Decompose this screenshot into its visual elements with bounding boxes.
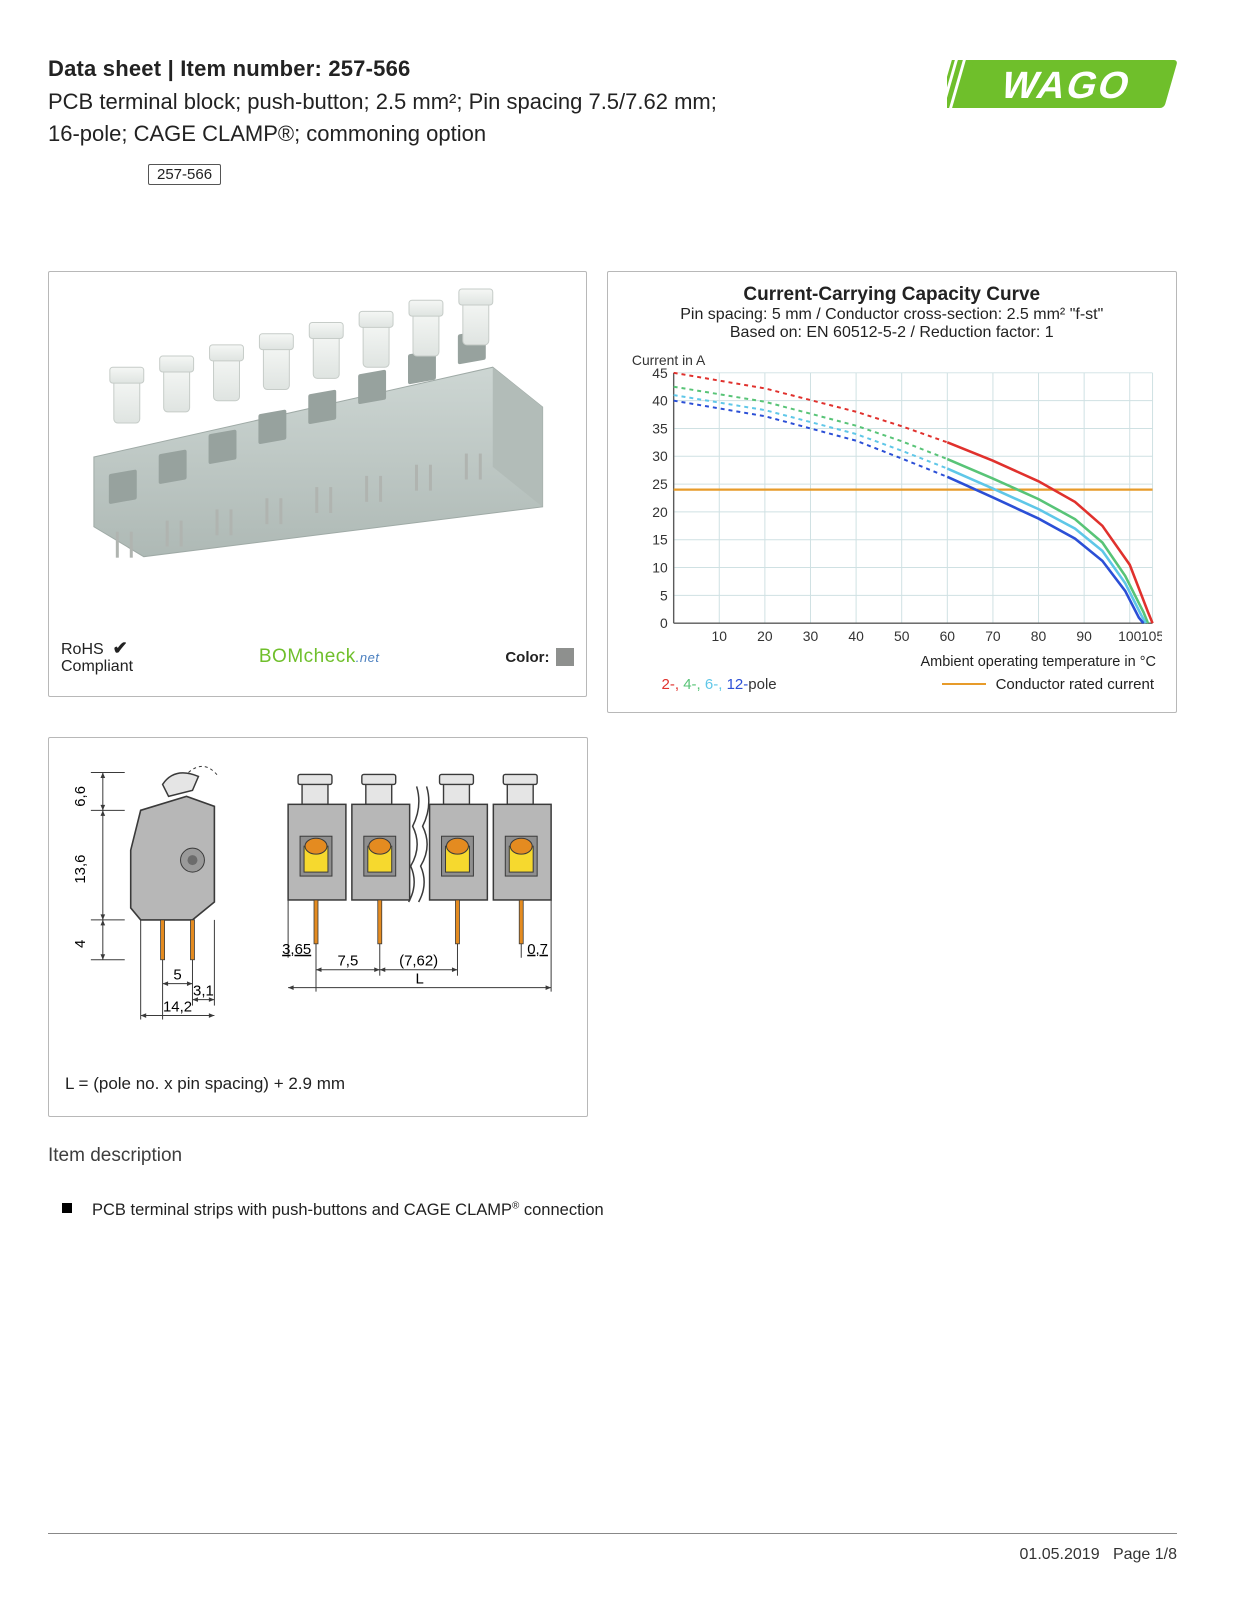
svg-text:7,5: 7,5: [338, 953, 359, 970]
page-footer: 01.05.2019 Page 1/8: [1020, 1546, 1177, 1564]
svg-text:40: 40: [848, 628, 864, 644]
svg-text:25: 25: [652, 476, 668, 492]
svg-text:40: 40: [652, 392, 668, 408]
svg-text:20: 20: [757, 628, 773, 644]
svg-text:90: 90: [1076, 628, 1092, 644]
svg-text:60: 60: [939, 628, 955, 644]
svg-text:10: 10: [652, 559, 668, 575]
chart-subtitle-1: Pin spacing: 5 mm / Conductor cross-sect…: [622, 306, 1162, 324]
legend-pole-label: 6-,: [705, 676, 727, 693]
chart-subtitle-2: Based on: EN 60512-5-2 / Reduction facto…: [622, 324, 1162, 342]
page-subtitle: PCB terminal block; push-button; 2.5 mm²…: [48, 86, 748, 150]
capacity-chart: Current in A 0 5 10 15 20 25 30 35 40 45 10 20 30 40 50…: [622, 348, 1162, 648]
legend-line-icon: [942, 683, 986, 685]
product-image-card: {"n":8} RoHS ✔ Compliant BOMcheck.net Co…: [48, 271, 587, 697]
chart-x-label: Ambient operating temperature in °C: [622, 654, 1156, 670]
description-heading: Item description: [48, 1145, 1177, 1167]
svg-text:105: 105: [1140, 628, 1162, 644]
check-icon: ✔: [113, 638, 128, 658]
svg-text:35: 35: [652, 420, 668, 436]
item-description: Item description PCB terminal strips wit…: [48, 1145, 1177, 1226]
svg-text:100: 100: [1118, 628, 1141, 644]
product-image: {"n":8}: [54, 277, 581, 605]
svg-text:3,1: 3,1: [193, 982, 214, 999]
svg-text:L: L: [415, 970, 423, 987]
svg-text:3,65: 3,65: [282, 941, 311, 958]
svg-text:4: 4: [72, 939, 89, 947]
capacity-chart-card: Current-Carrying Capacity Curve Pin spac…: [607, 271, 1177, 713]
dimensions-card: 6,6 13,6 4 5 3,114,2 3,65 7,5 (7,62) 0,7 L L = (p…: [48, 737, 588, 1117]
svg-text:5: 5: [659, 587, 667, 603]
dimensions-formula: L = (pole no. x pin spacing) + 2.9 mm: [65, 1074, 345, 1094]
svg-text:70: 70: [985, 628, 1001, 644]
chart-legend: 2-, 4-, 6-, 12-pole Conductor rated curr…: [622, 670, 1162, 693]
chart-title: Current-Carrying Capacity Curve: [622, 284, 1162, 306]
svg-text:14,2: 14,2: [163, 998, 192, 1015]
svg-text:30: 30: [652, 448, 668, 464]
svg-text:Current in A: Current in A: [631, 352, 705, 368]
svg-text:15: 15: [652, 531, 668, 547]
svg-text:0: 0: [659, 615, 667, 631]
legend-pole-label: 2-,: [662, 676, 684, 693]
svg-text:20: 20: [652, 504, 668, 520]
color-indicator: Color:: [505, 648, 573, 666]
svg-text:13,6: 13,6: [72, 854, 89, 883]
svg-text:WAGO: WAGO: [996, 65, 1136, 107]
legend-pole-label: 12-: [727, 676, 749, 693]
header: Data sheet | Item number: 257-566 PCB te…: [48, 56, 1177, 185]
bomcheck-logo: BOMcheck.net: [259, 646, 380, 668]
svg-text:(7,62): (7,62): [399, 953, 438, 970]
wago-logo: WAGO: [947, 56, 1177, 185]
description-item: PCB terminal strips with push-buttons an…: [48, 1195, 608, 1226]
item-number-badge: 257-566: [148, 164, 221, 185]
svg-text:0,7: 0,7: [527, 941, 548, 958]
page-title: Data sheet | Item number: 257-566: [48, 56, 919, 82]
svg-text:30: 30: [802, 628, 818, 644]
color-swatch: [556, 648, 574, 666]
svg-text:6,6: 6,6: [72, 786, 89, 807]
footer-rule: [48, 1533, 1177, 1534]
svg-text:50: 50: [893, 628, 909, 644]
bullet-icon: [62, 1203, 72, 1213]
svg-text:10: 10: [711, 628, 727, 644]
rohs-compliance: RoHS ✔ Compliant: [61, 639, 133, 676]
svg-text:80: 80: [1030, 628, 1046, 644]
dimensions-drawing: 6,6 13,6 4 5 3,114,2 3,65 7,5 (7,62) 0,7 L: [55, 744, 581, 1044]
svg-text:45: 45: [652, 365, 668, 381]
legend-pole-label: 4-,: [683, 676, 705, 693]
svg-text:5: 5: [173, 966, 181, 983]
